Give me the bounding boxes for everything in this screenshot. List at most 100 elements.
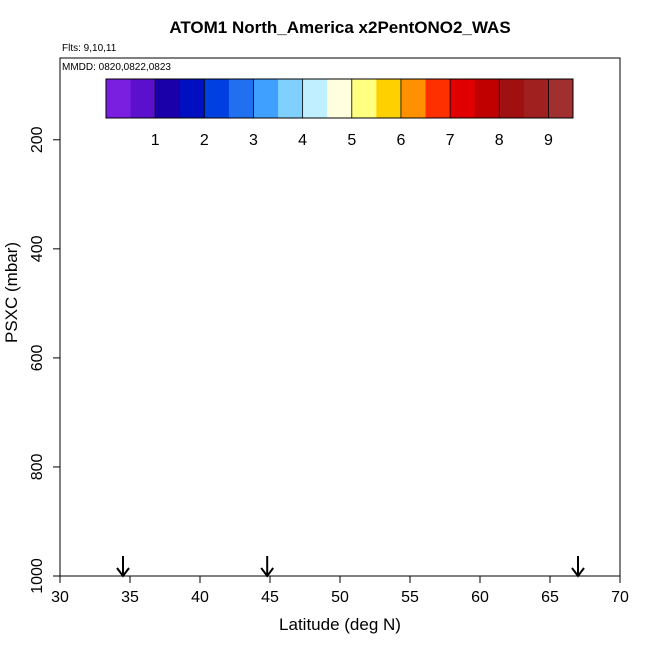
colorbar-swatch [474,79,500,118]
sample-point [130,333,135,339]
colorbar-tick-label: 1 [151,132,160,149]
x-tick-label: 40 [191,589,209,606]
sample-point [323,366,329,371]
x-tick-label: 70 [611,589,629,606]
y-tick-label: 200 [29,126,46,153]
sample-point [158,344,163,350]
colorbar-frame [105,78,574,119]
sample-point [512,377,518,382]
sample-point [573,442,578,448]
colorbar-swatch [204,79,230,118]
colorbar-swatch [351,79,377,118]
colorbar-tick-label: 8 [495,132,504,149]
sample-point [138,426,144,431]
colorbar-swatch [523,79,549,118]
sample-point [524,472,529,478]
arrow-head [571,567,585,578]
colorbar-tick-label: 6 [396,132,405,149]
sample-point [144,243,149,249]
sample-point [438,192,443,197]
colorbar-swatch [106,79,132,118]
colorbar-swatch [253,79,279,118]
plot-frame [59,57,621,577]
sample-point [498,459,504,464]
sample-point [124,377,130,382]
colorbar-swatch [499,79,525,118]
sample-point [470,442,476,448]
sample-point [266,430,271,436]
colorbar-swatch [155,79,181,118]
sample-point [477,344,483,350]
sample-point [134,393,140,399]
sample-point [239,355,245,361]
y-tick-label: 1000 [29,558,46,594]
colorbar-tick-label: 5 [347,132,356,149]
colorbar-swatch [130,79,156,118]
sample-point [538,519,543,524]
sample-point [204,352,210,358]
sample-point [582,426,588,431]
colorbar-swatch [450,79,476,118]
sample-point [447,429,452,434]
colorbar-tick-label: 4 [298,132,307,149]
sample-point [533,336,539,342]
x-tick-label: 55 [401,589,419,606]
sample-point [272,283,277,289]
colorbar-swatch [302,79,328,118]
flights-label: Flts: 9,10,11 [62,43,117,54]
colorbar-swatch [278,79,304,118]
arrow-head [116,567,130,578]
sample-point [204,284,210,290]
sample-point [466,208,471,213]
arrow-head [260,567,274,578]
sample-point [183,279,189,284]
colorbar-tick-label: 2 [200,132,209,149]
sample-point [197,257,203,262]
colorbar-tick-label: 7 [446,132,455,149]
colorbar-swatch [327,79,353,118]
sample-point [407,393,413,399]
sample-point [347,306,352,312]
y-tick-label: 800 [29,454,46,481]
sample-point [540,230,546,235]
colorbar-swatch [228,79,254,118]
sample-point [281,361,287,366]
sample-point [545,492,550,497]
sample-point [124,410,130,415]
x-tick-label: 60 [471,589,489,606]
sample-point [503,333,508,339]
mmdd-label: MMDD: 0820,0822,0823 [62,62,171,73]
sample-point [405,186,410,192]
x-axis-label: Latitude (deg N) [279,615,401,634]
colorbar-tick-label: 9 [544,132,553,149]
sample-point [372,170,378,175]
sample-point [421,350,427,355]
sample-point [552,222,557,227]
colorbar-swatch [400,79,427,118]
sample-point [557,224,562,230]
colorbar-swatch [548,79,574,118]
sample-point [225,249,231,254]
sample-point [134,282,140,287]
x-tick-label: 30 [51,589,69,606]
sample-point [337,292,343,298]
sample-point [276,434,281,440]
sample-point [211,426,217,431]
colorbar-swatch [425,79,451,118]
x-tick-label: 35 [121,589,139,606]
y-tick-label: 600 [29,344,46,371]
sample-point [568,249,574,254]
x-tick-label: 65 [541,589,559,606]
chart-title: ATOM1 North_America x2PentONO2_WAS [169,18,511,37]
sample-point [351,421,357,426]
x-tick-label: 45 [261,589,279,606]
sample-point [456,189,462,194]
colorbar-tick-label: 3 [249,132,258,149]
sample-point [130,224,135,230]
sample-point [547,551,553,557]
colorbar-swatch [376,79,402,118]
colorbar-swatch [179,79,205,118]
x-tick-label: 50 [331,589,349,606]
sample-point [603,167,609,172]
